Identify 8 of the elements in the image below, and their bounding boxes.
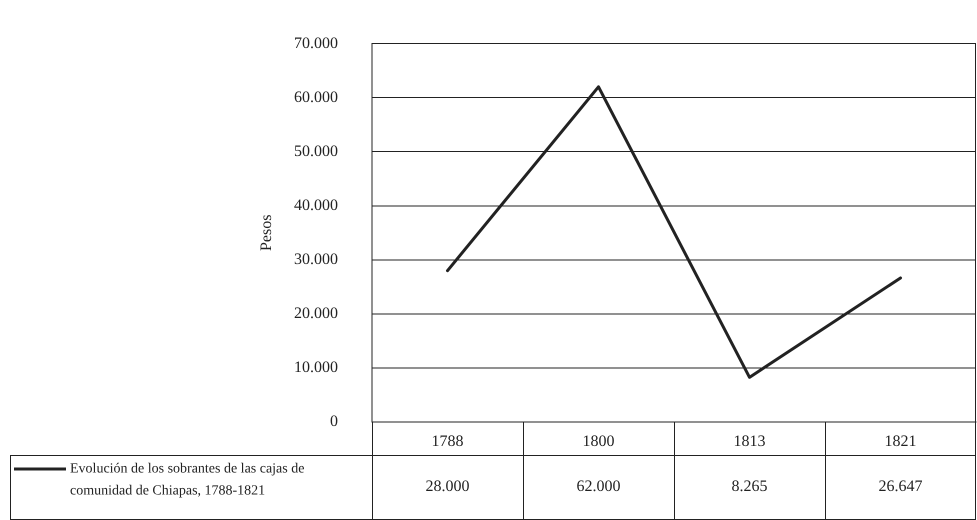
y-tick-label: 30.000: [294, 251, 338, 268]
y-tick-label: 50.000: [294, 142, 338, 160]
y-tick-label: 60.000: [294, 88, 338, 106]
y-tick-label: 20.000: [294, 305, 338, 322]
y-axis-title: Pesos: [258, 214, 276, 252]
y-tick-label: 40.000: [294, 196, 338, 214]
y-tick-label: 10.000: [294, 359, 338, 376]
y-tick-label: 70.000: [294, 34, 338, 52]
